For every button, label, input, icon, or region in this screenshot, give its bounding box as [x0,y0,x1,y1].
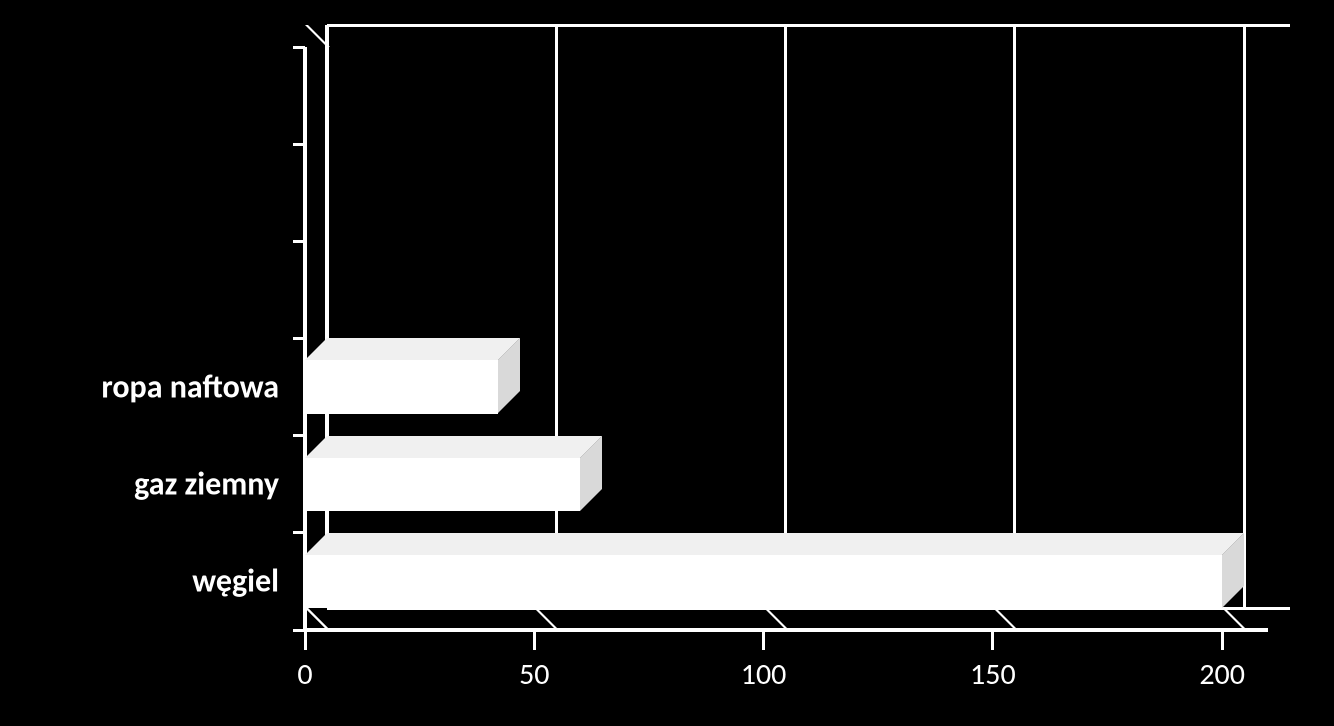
x-tick-label: 100 [741,656,787,693]
x-floor-line [1222,608,1247,630]
category-label: ropa naftowa [101,368,279,407]
x-tick-label: 0 [297,656,312,693]
x-floor-line [764,608,789,630]
category-label: węgiel [192,562,279,601]
bar-top-face [305,338,520,360]
y-tick [293,46,305,49]
x-tick [533,630,536,650]
fuel-resources-chart: 0 50 100 150 200 węgiel gaz ziemny ropa naftowa [0,0,1334,726]
y-tick [293,240,305,243]
x-floor-line [534,608,559,630]
bar-top-face [305,436,602,458]
y-tick [293,143,305,146]
x-gridline [784,25,787,608]
y-tick [293,337,305,340]
x-tick [304,630,307,650]
bar-front [305,458,580,511]
bar-front [305,360,498,413]
x-gridline [555,25,558,608]
category-label: gaz ziemny [134,465,279,504]
x-tick [991,630,994,650]
x-floor-line [993,608,1018,630]
bar-top-face [305,533,1244,555]
floor-left-edge [305,608,330,630]
y-axis-back [325,25,329,608]
y-tick [293,434,305,437]
x-gridline [1243,25,1246,608]
x-axis-front [305,628,1268,632]
x-tick [1221,630,1224,650]
y-tick [293,531,305,534]
y-tick [293,629,305,632]
x-gridline [1013,25,1016,608]
back-wall-top [327,24,1290,27]
bar-front [305,555,1222,608]
x-tick [762,630,765,650]
x-tick-label: 50 [519,656,549,693]
x-tick-label: 150 [970,656,1016,693]
x-tick-label: 200 [1199,656,1245,693]
